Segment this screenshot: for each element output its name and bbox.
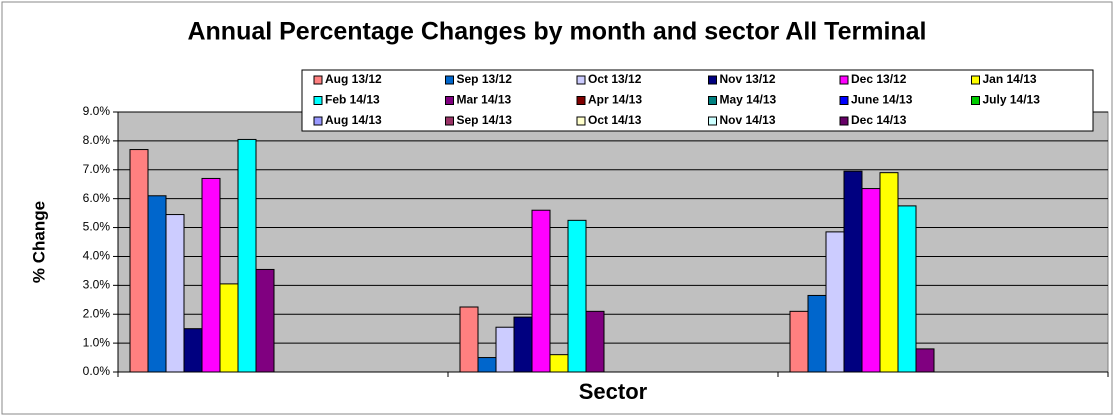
legend-swatch [313,75,323,85]
legend-swatch [445,96,454,105]
bar [567,219,587,373]
y-tick-label: 6.0% [83,191,111,205]
y-tick-label: 3.0% [83,278,111,292]
legend-label: Oct 13/12 [588,72,642,86]
legend-swatch [971,96,980,105]
bar [477,357,497,373]
legend-label: Nov 13/12 [720,72,776,86]
bar [513,316,533,373]
bar [549,354,569,373]
legend-swatch [708,116,717,126]
legend-swatch [839,96,849,105]
y-tick-label: 4.0% [83,249,111,263]
bar [165,214,185,373]
bar [531,209,551,373]
legend-label: Oct 14/13 [588,113,642,127]
bar [459,306,479,373]
bar [129,149,149,373]
legend-label: July 14/13 [983,93,1041,107]
legend-swatch [445,75,454,85]
chart-title: Annual Percentage Changes by month and s… [187,18,926,46]
legend-swatch [839,75,849,85]
bar [915,348,935,373]
legend-label: Mar 14/13 [457,93,512,107]
bar [789,310,809,373]
bar [825,231,845,373]
bar [861,188,881,373]
legend-swatch [576,75,586,85]
y-tick-label: 9.0% [83,104,111,118]
bar [219,283,239,373]
legend-label: Dec 13/12 [851,72,907,86]
legend-label: Nov 14/13 [720,113,776,127]
legend-swatch [708,75,717,85]
legend-label: June 14/13 [851,93,913,107]
legend-swatch [445,116,454,126]
legend-swatch [708,96,717,105]
bar [201,177,221,373]
legend-swatch [971,75,980,85]
legend-swatch [839,116,849,126]
bar [183,328,203,373]
legend-swatch [576,116,586,126]
bar [495,326,515,373]
bar [255,268,275,373]
bar [237,138,257,373]
legend-label: Jan 14/13 [983,72,1037,86]
legend-label: Aug 14/13 [325,113,382,127]
bar [897,205,917,373]
legend-label: Sep 14/13 [457,113,513,127]
legend-swatch [313,116,323,126]
legend-box [301,69,1094,132]
bar [807,294,827,373]
bar [843,170,863,373]
y-tick-label: 8.0% [83,133,111,147]
y-axis-title: % Change [29,201,48,283]
y-tick-label: 1.0% [83,335,111,349]
legend-label: Sep 13/12 [457,72,513,86]
y-tick-label: 5.0% [83,220,111,234]
y-tick-label: 2.0% [83,306,111,320]
bar [585,310,605,373]
legend-label: Aug 13/12 [325,72,382,86]
y-tick-label: 0.0% [83,364,111,378]
y-tick-label: 7.0% [83,162,111,176]
bar [147,195,167,373]
legend-label: May 14/13 [720,93,777,107]
legend-swatch [313,96,323,105]
plot-area [117,111,1109,373]
legend-swatch [576,96,586,105]
x-axis-title: Sector [579,379,648,404]
legend-label: Dec 14/13 [851,113,907,127]
bar [879,172,899,373]
legend-label: Apr 14/13 [588,93,642,107]
legend-label: Feb 14/13 [325,93,380,107]
